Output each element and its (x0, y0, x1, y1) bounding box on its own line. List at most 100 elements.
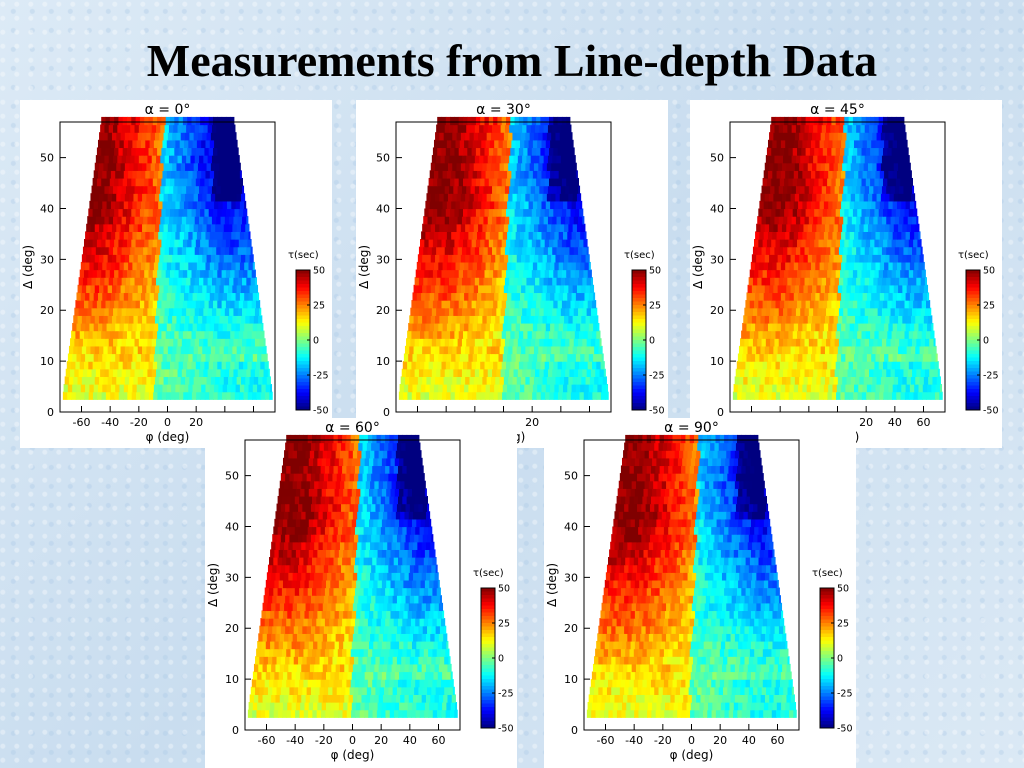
heatmap-cell (513, 155, 519, 164)
heatmap-cell (829, 162, 835, 171)
heatmap-cell (842, 193, 848, 202)
heatmap-cell (265, 671, 271, 680)
heatmap-cell (780, 200, 786, 210)
heatmap-cell (773, 254, 779, 263)
heatmap-cell (439, 132, 445, 141)
heatmap-cell (554, 170, 560, 179)
heatmap-cell (537, 384, 543, 393)
heatmap-cell (470, 338, 476, 347)
heatmap-cell (139, 361, 145, 370)
heatmap-cell (762, 269, 768, 278)
heatmap-cell (441, 391, 447, 400)
heatmap-cell (567, 353, 573, 362)
heatmap-cell (845, 200, 851, 210)
heatmap-cell (248, 292, 254, 301)
heatmap-cell (278, 671, 284, 680)
heatmap-cell (784, 116, 790, 126)
heatmap-cell (180, 162, 186, 171)
heatmap-cell (113, 307, 118, 316)
y-tick-label: 20 (40, 304, 54, 317)
heatmap-cell (92, 208, 98, 217)
heatmap-cell (80, 261, 86, 271)
heatmap-cell (359, 709, 365, 718)
colorbar-swatch (632, 385, 646, 390)
heatmap-cell (140, 384, 146, 393)
heatmap-cell (785, 292, 791, 301)
heatmap-cell (550, 139, 555, 149)
heatmap-cell (515, 292, 521, 301)
heatmap-cell (593, 322, 598, 332)
heatmap-cell (403, 384, 409, 393)
heatmap-cell (558, 139, 564, 149)
heatmap-cell (87, 246, 93, 255)
heatmap-cell (572, 193, 578, 202)
heatmap-cell (452, 345, 458, 355)
heatmap-cell (928, 376, 934, 385)
heatmap-cell (217, 330, 223, 339)
heatmap-cell (551, 376, 557, 385)
heatmap-cell (767, 261, 773, 271)
heatmap-cell (188, 384, 194, 393)
heatmap-cell (899, 185, 905, 194)
heatmap-cell (493, 330, 499, 339)
heatmap-cell (552, 124, 558, 133)
heatmap-cell (843, 277, 849, 286)
heatmap-cell (585, 315, 591, 324)
heatmap-cell (221, 391, 227, 400)
heatmap-cell (805, 391, 811, 400)
heatmap-cell (120, 315, 126, 324)
heatmap-cell (781, 162, 787, 171)
heatmap-cell (866, 200, 872, 210)
heatmap-cell (482, 254, 488, 263)
heatmap-cell (237, 368, 243, 377)
heatmap-cell (523, 300, 529, 309)
heatmap-cell (805, 147, 811, 156)
heatmap-cell (527, 391, 533, 400)
heatmap-cell (203, 124, 209, 133)
colorbar-swatch (632, 291, 646, 295)
heatmap-cell (439, 284, 445, 294)
heatmap-cell (211, 338, 217, 347)
heatmap-cell (785, 384, 791, 393)
heatmap-cell (892, 139, 898, 149)
heatmap-cell (153, 231, 159, 240)
heatmap-cell (423, 338, 429, 347)
heatmap-cell (115, 292, 121, 301)
heatmap-cell (790, 223, 796, 232)
heatmap-cell (479, 155, 485, 164)
heatmap-cell (188, 170, 194, 179)
heatmap-cell (883, 116, 888, 126)
heatmap-cell (464, 139, 469, 149)
heatmap-cell (815, 292, 821, 301)
heatmap-cell (260, 330, 265, 339)
heatmap-cell (877, 307, 883, 316)
heatmap-cell (334, 702, 340, 711)
heatmap-cell (880, 376, 886, 385)
heatmap-cell (105, 147, 111, 156)
heatmap-cell (145, 261, 151, 271)
heatmap-cell (509, 338, 515, 347)
heatmap-cell (488, 239, 494, 248)
heatmap-cell (917, 239, 922, 248)
heatmap-cell (246, 307, 252, 316)
heatmap-cell (915, 315, 921, 324)
heatmap-cell (896, 384, 902, 393)
heatmap-cell (488, 330, 494, 339)
heatmap-cell (575, 384, 581, 393)
heatmap-cell (82, 277, 88, 286)
heatmap-cell (552, 277, 558, 286)
heatmap-cell (235, 139, 238, 149)
heatmap-cell (770, 185, 776, 194)
heatmap-cell (845, 353, 851, 362)
heatmap-cell (337, 679, 343, 688)
heatmap-cell (194, 277, 200, 286)
heatmap-cell (191, 361, 197, 370)
heatmap-cell (455, 384, 461, 393)
heatmap-cell (148, 361, 154, 370)
heatmap-cell (859, 376, 865, 385)
heatmap-cell (152, 269, 158, 278)
heatmap-cell (135, 208, 141, 217)
heatmap-cell (909, 170, 912, 179)
heatmap-cell (549, 330, 554, 339)
heatmap-cell (497, 147, 503, 156)
